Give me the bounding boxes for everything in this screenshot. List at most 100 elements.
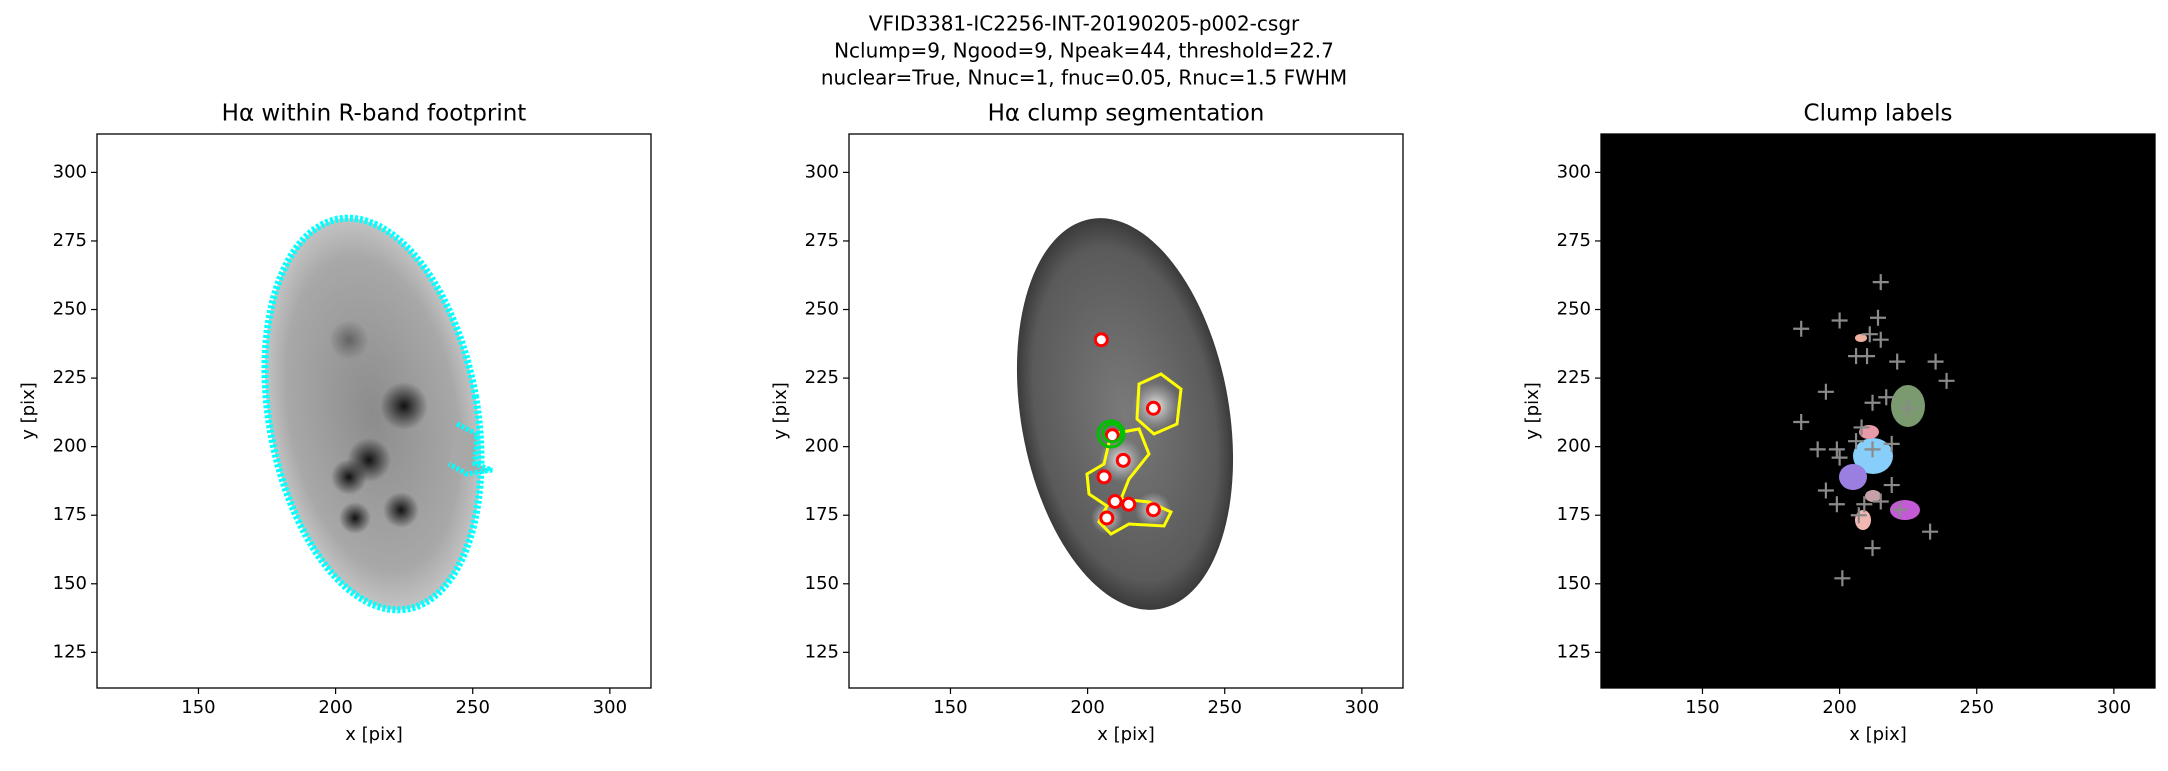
- y-tick-label: 275: [53, 230, 87, 251]
- peak-marker: [1850, 507, 1867, 524]
- peak-marker: [1883, 435, 1900, 452]
- peak-marker: [1872, 331, 1889, 348]
- x-tick-label: 200: [1822, 697, 1856, 718]
- y-tick-label: 150: [1557, 573, 1591, 594]
- peak-marker: [1927, 353, 1944, 370]
- clump-label: [1865, 490, 1881, 502]
- x-tick-label: 250: [1208, 697, 1242, 718]
- peak-marker: [1856, 496, 1873, 513]
- peak-marker: [1859, 348, 1876, 365]
- y-tick-label: 150: [805, 573, 839, 594]
- suptitle: Nclump=9, Ngood=9, Npeak=44, threshold=2…: [834, 39, 1334, 63]
- clump-contour: [1085, 427, 1174, 536]
- clump-marker: [1093, 332, 1109, 348]
- galaxy-image: [1016, 218, 1234, 610]
- y-tick-label: 250: [805, 299, 839, 320]
- y-tick-label: 300: [805, 161, 839, 182]
- y-axis-label: y [pix]: [1522, 382, 1543, 440]
- peak-marker: [1848, 433, 1865, 450]
- image-background: [1601, 134, 2155, 688]
- peak-marker: [1870, 309, 1886, 326]
- y-tick-label: 125: [53, 641, 87, 662]
- y-tick-label: 200: [1557, 436, 1591, 457]
- peak-marker: [1817, 383, 1834, 400]
- peak-marker: [1864, 394, 1881, 411]
- x-axis-label: x [pix]: [1849, 724, 1907, 745]
- axes-frame: [1600, 133, 2156, 689]
- panel: 150 200 250 300 125 150 175 200 225 250 275 300 Hα c…: [770, 101, 1404, 745]
- peak-marker: [1793, 320, 1810, 337]
- x-tick-label: 300: [2097, 697, 2131, 718]
- image: [1016, 218, 1234, 610]
- x-tick-label: 150: [1685, 697, 1719, 718]
- peak-marker: [1828, 496, 1845, 513]
- y-tick-label: 275: [805, 230, 839, 251]
- peak-marker: [1793, 413, 1810, 430]
- clump-label: [1839, 464, 1867, 490]
- panel-title: Clump labels: [1804, 101, 1953, 127]
- dark-blob: [329, 320, 369, 360]
- nucleus-marker: [1101, 422, 1123, 444]
- y-tick-label: 175: [53, 504, 87, 525]
- peak-marker: [1872, 493, 1889, 510]
- peak-marker: [1891, 501, 1908, 518]
- y-tick-label: 125: [1557, 641, 1591, 662]
- suptitle: VFID3381-IC2256-INT-20190205-p002-csgr: [869, 12, 1300, 36]
- y-axis-label: y [pix]: [770, 382, 791, 440]
- peak-marker: [1853, 419, 1870, 436]
- x-tick-label: 250: [456, 697, 490, 718]
- clump-contour: [1135, 372, 1183, 436]
- x-tick-label: 250: [1960, 697, 1994, 718]
- y-tick-label: 250: [1557, 299, 1591, 320]
- x-tick-label: 200: [318, 697, 352, 718]
- clump-marker: [1115, 452, 1131, 468]
- peak-marker: [1864, 540, 1881, 557]
- clump-marker: [1099, 510, 1115, 526]
- panel-title: Hα clump segmentation: [988, 101, 1265, 127]
- axes-frame: [848, 133, 1404, 689]
- peak-marker: [1809, 441, 1826, 458]
- peak-marker: [1872, 274, 1889, 291]
- x-axis-label: x [pix]: [1097, 724, 1155, 745]
- clump-marker: [1107, 494, 1123, 510]
- galaxy-footprint: [261, 214, 485, 614]
- panel-title: Hα within R-band footprint: [222, 101, 527, 127]
- clump-marker: [1145, 502, 1161, 518]
- peak-marker: [1938, 372, 1955, 389]
- peak-marker: [1831, 312, 1848, 329]
- y-tick-label: 200: [805, 436, 839, 457]
- x-tick-label: 150: [181, 697, 215, 718]
- clump-marker: [1096, 469, 1112, 485]
- peak-marker: [1834, 570, 1851, 587]
- dark-blob: [383, 492, 419, 528]
- x-tick-label: 300: [593, 697, 627, 718]
- y-tick-label: 200: [53, 436, 87, 457]
- y-tick-label: 150: [53, 573, 87, 594]
- y-tick-label: 125: [805, 641, 839, 662]
- y-axis-label: y [pix]: [18, 382, 39, 440]
- x-tick-label: 200: [1070, 697, 1104, 718]
- dark-blob: [339, 502, 371, 534]
- image: [1793, 274, 1955, 587]
- clump-marker: [1145, 400, 1161, 416]
- y-tick-label: 175: [1557, 504, 1591, 525]
- y-tick-label: 175: [805, 504, 839, 525]
- clump-label: [1855, 510, 1871, 530]
- panel: 150 200 250 300 125 150 175 200 225 250 275 300 Hα w…: [18, 101, 652, 745]
- x-axis-label: x [pix]: [345, 724, 403, 745]
- peak-marker: [1828, 441, 1845, 458]
- x-tick-label: 300: [1345, 697, 1379, 718]
- y-tick-label: 225: [53, 367, 87, 388]
- y-tick-label: 300: [1557, 161, 1591, 182]
- y-tick-label: 275: [1557, 230, 1591, 251]
- dark-blob: [380, 382, 428, 430]
- suptitle: nuclear=True, Nnuc=1, fnuc=0.05, Rnuc=1.…: [821, 66, 1347, 90]
- image: [261, 214, 493, 614]
- peak-marker: [1878, 389, 1895, 406]
- peak-marker: [1817, 482, 1834, 499]
- y-tick-label: 250: [53, 299, 87, 320]
- peak-marker: [1889, 353, 1906, 370]
- clump-label: [1855, 334, 1867, 342]
